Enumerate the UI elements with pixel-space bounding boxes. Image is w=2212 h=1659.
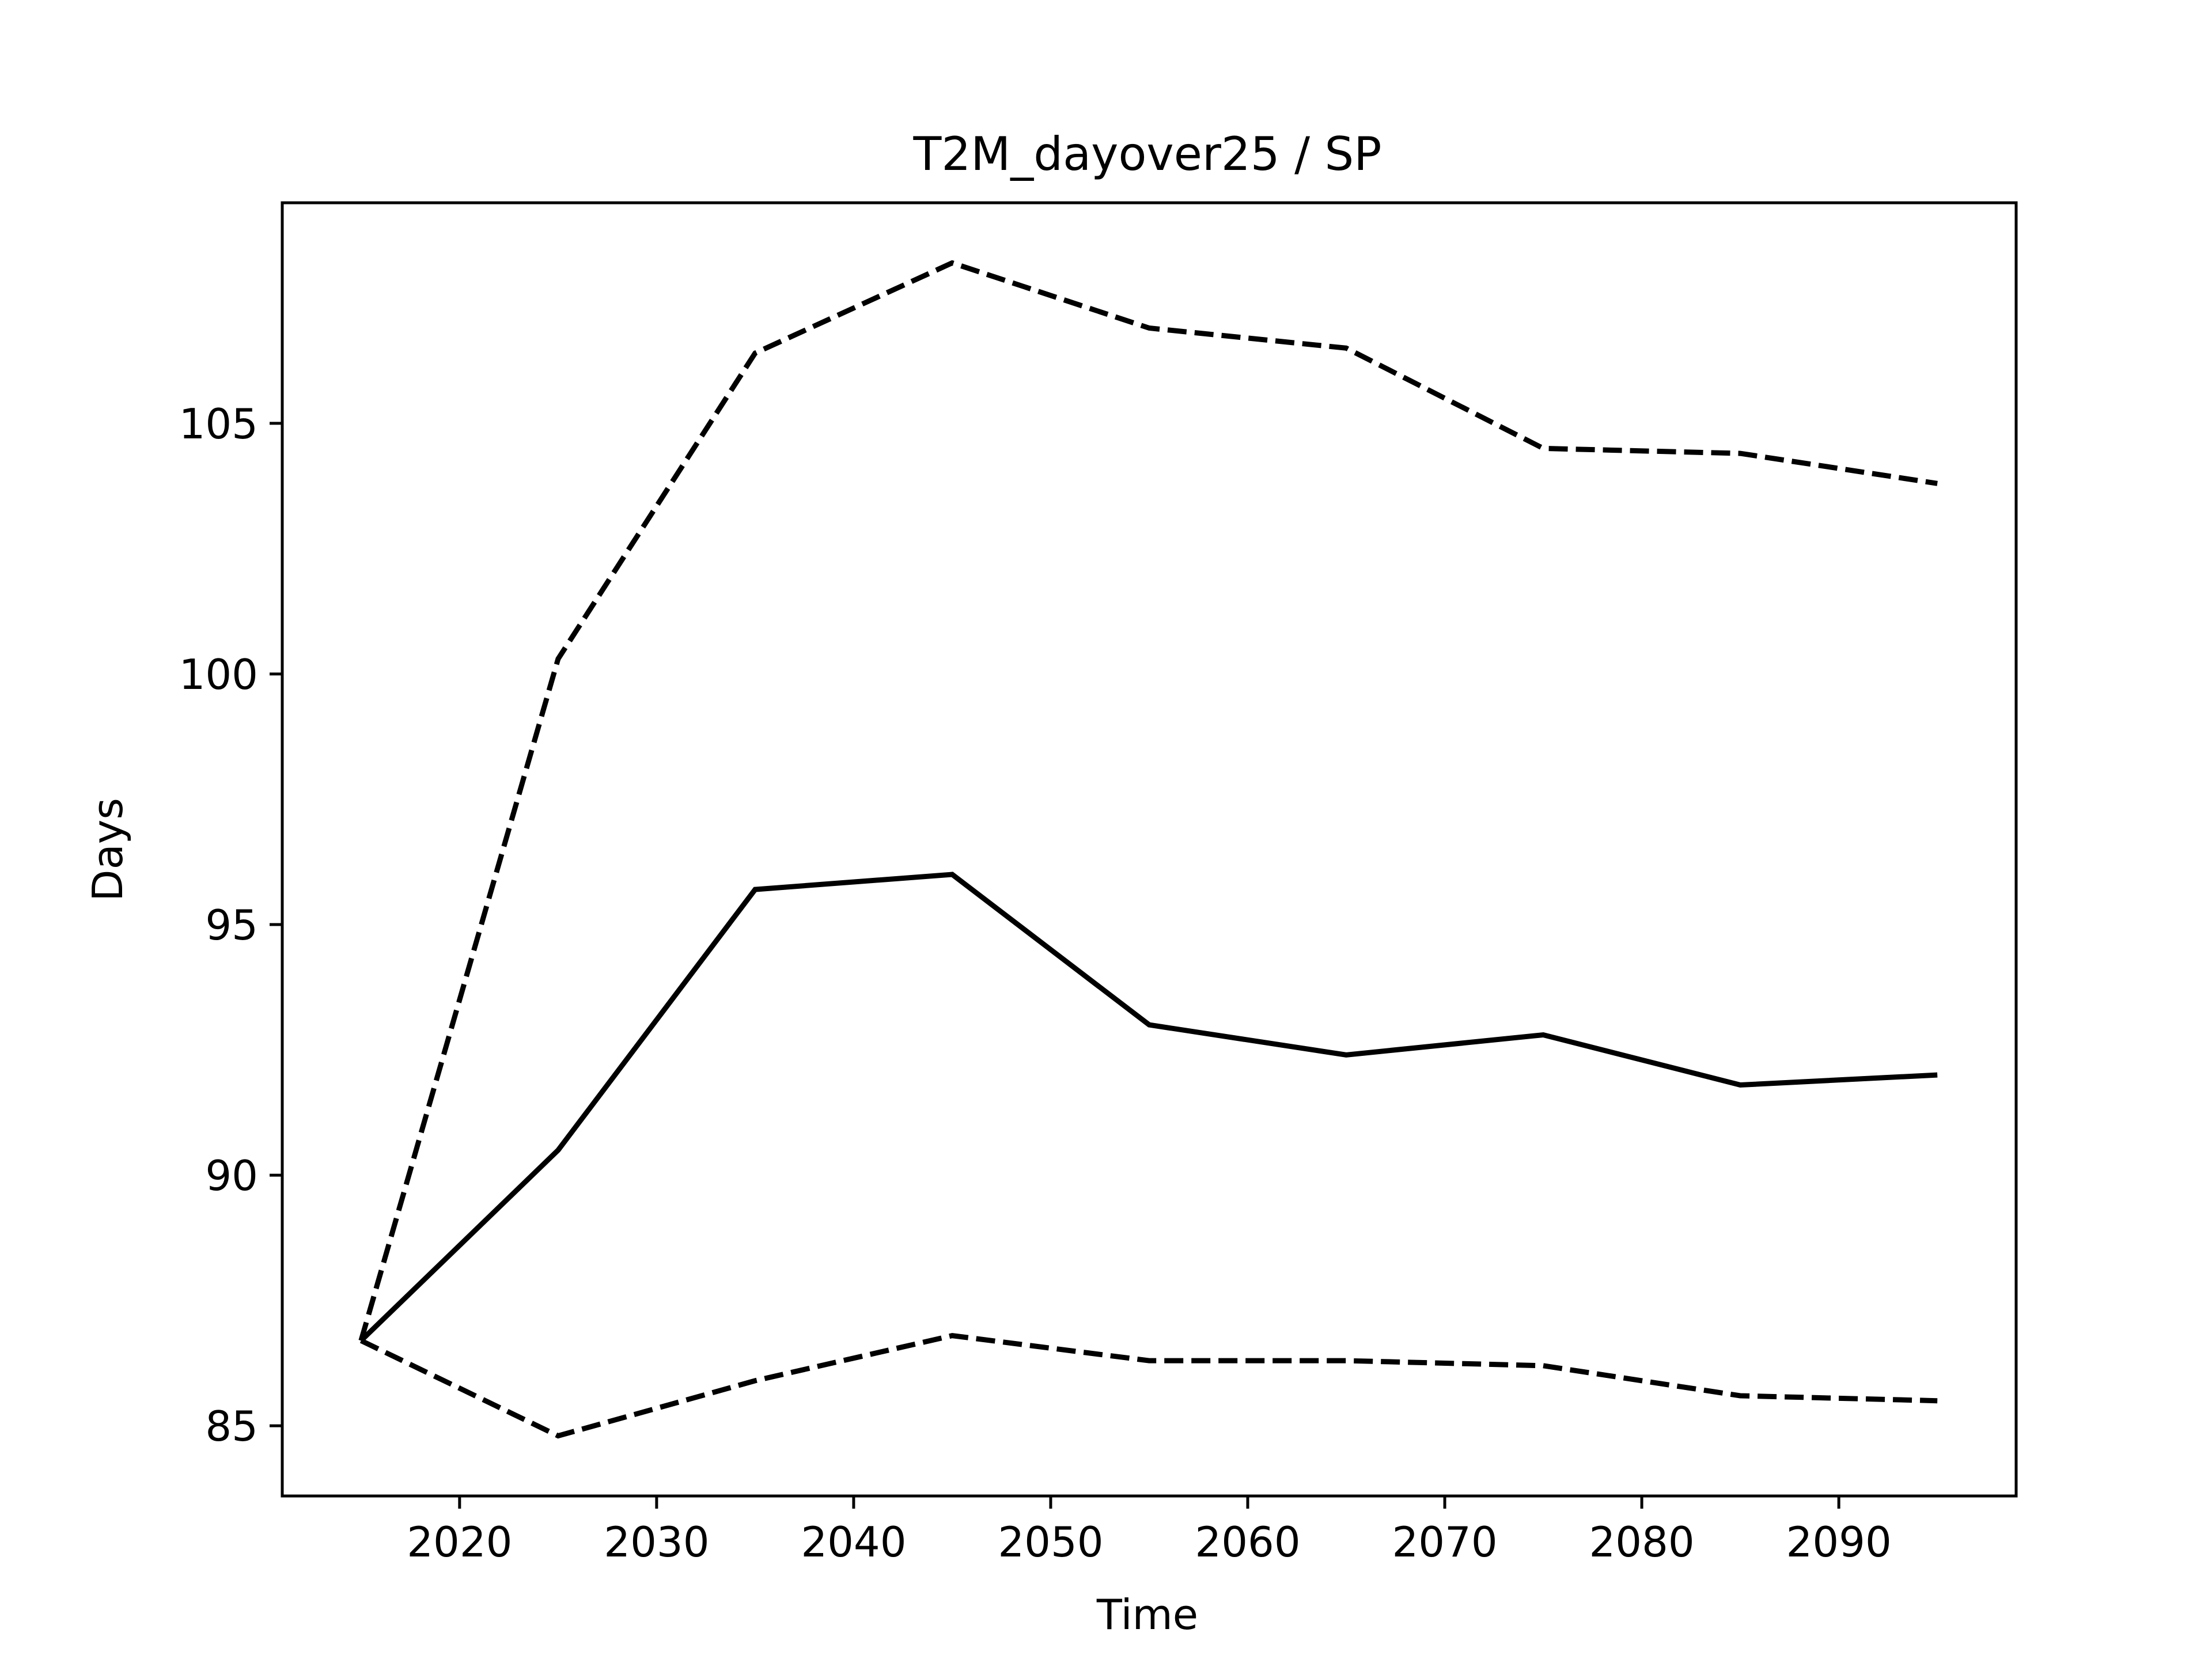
y-tick-label: 100	[179, 650, 258, 699]
x-tick-label: 2030	[604, 1518, 709, 1566]
y-axis-ticks: 85 90 95 100 105	[179, 400, 282, 1450]
series-line-2	[358, 260, 1938, 1342]
chart-title: T2M_dayover25 / SP	[913, 127, 1382, 181]
x-tick-label: 2020	[407, 1518, 512, 1566]
x-tick-label: 2040	[801, 1518, 906, 1566]
y-tick-label: 90	[205, 1152, 258, 1200]
series-line-1	[359, 872, 1938, 1343]
x-tick-label: 2070	[1392, 1518, 1497, 1566]
series-line-3	[359, 1333, 1938, 1439]
x-axis-ticks: 2020 2030 2040 2050 2060 2070 2080 2090	[407, 1496, 1892, 1566]
plot-area	[358, 260, 1938, 1439]
x-tick-label: 2090	[1786, 1518, 1892, 1566]
y-axis-label: Days	[84, 798, 132, 902]
y-tick-label: 85	[205, 1402, 258, 1450]
x-axis-label: Time	[1096, 1590, 1198, 1639]
y-tick-label: 95	[205, 901, 258, 949]
x-tick-label: 2060	[1195, 1518, 1300, 1566]
y-tick-label: 105	[179, 400, 258, 448]
x-tick-label: 2050	[998, 1518, 1103, 1566]
x-tick-label: 2080	[1589, 1518, 1694, 1566]
plot-frame	[281, 201, 2018, 1498]
